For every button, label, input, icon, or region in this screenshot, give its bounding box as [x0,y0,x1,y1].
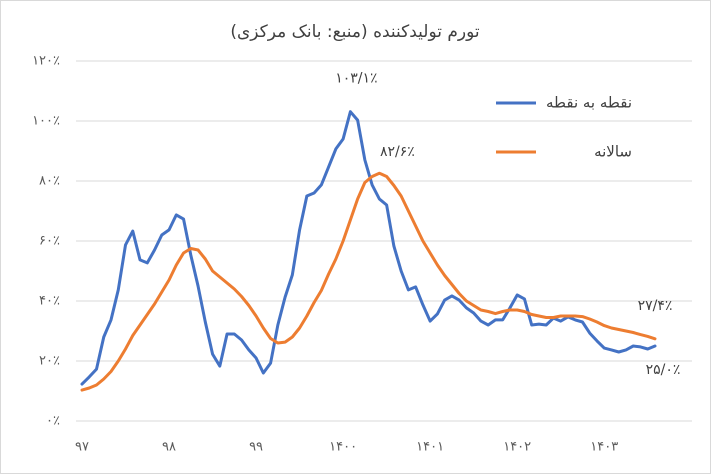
y-tick-label: ۶۰٪ [39,234,60,249]
x-tick-label: ۹۸ [162,440,176,455]
x-tick-label: ۱۴۰۳ [590,440,618,455]
data-label: ۸۲/۶٪ [380,144,415,160]
x-tick-label: ۱۴۰۲ [503,440,531,455]
y-tick-label: ۱۲۰٪ [32,54,60,69]
legend-label: سالانه [594,143,632,161]
series-line [80,171,657,392]
y-tick-label: ۸۰٪ [39,174,60,189]
series-line [80,110,657,386]
legend-label: نقطه به نقطه [546,94,632,112]
x-tick-label: ۱۴۰۰ [329,440,357,455]
x-tick-label: ۱۴۰۱ [416,440,444,455]
data-label: ۲۵/۰٪ [646,362,681,378]
x-tick-label: ۹۷ [75,440,89,455]
y-tick-label: ۰٪ [46,414,60,429]
y-tick-label: ۴۰٪ [39,294,60,309]
y-tick-label: ۲۰٪ [39,354,60,369]
chart-title: تورم تولیدکننده (منبع: بانک مرکزی) [230,22,480,42]
x-tick-label: ۹۹ [249,440,263,455]
y-tick-label: ۱۰۰٪ [32,114,60,129]
data-label: ۲۷/۴٪ [638,298,673,314]
data-label: ۱۰۳/۱٪ [335,71,377,87]
